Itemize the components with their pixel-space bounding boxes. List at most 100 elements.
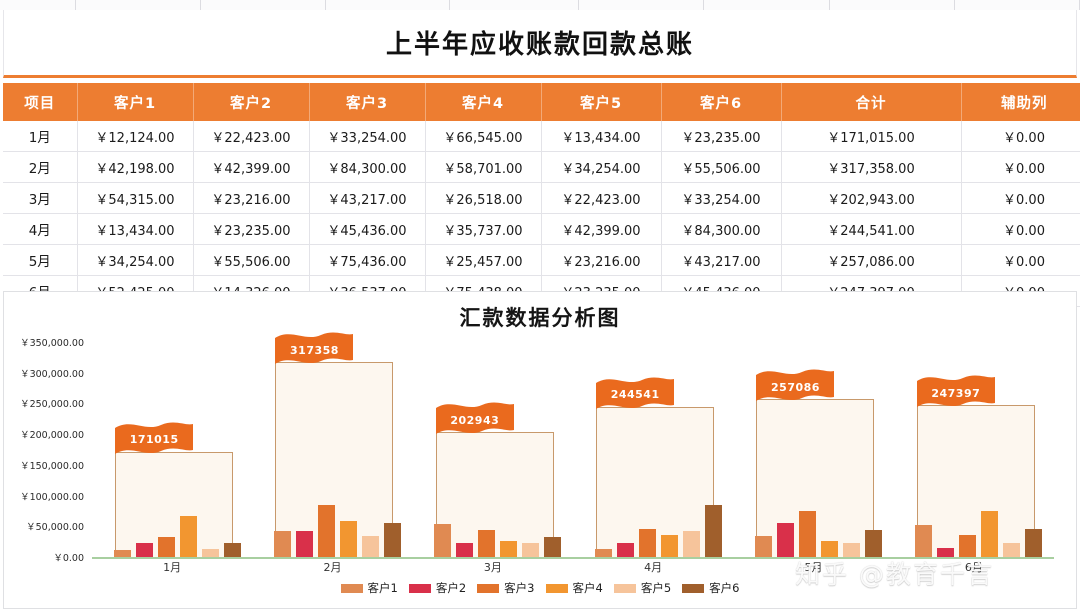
- table-cell-amount: ￥171,015.00: [781, 121, 962, 152]
- legend-item[interactable]: 客户2: [408, 580, 466, 596]
- table-cell-amount: ￥34,254.00: [541, 151, 662, 183]
- table-column-header: 客户5: [541, 83, 662, 121]
- chart-title: 汇款数据分析图: [459, 306, 621, 330]
- table-cell-amount: ￥58,701.00: [425, 151, 542, 183]
- legend-item[interactable]: 客户1: [340, 580, 398, 596]
- table-cell-amount: ￥34,254.00: [77, 244, 194, 276]
- table-cell-amount: ￥13,434.00: [541, 121, 662, 152]
- receivables-table: 项目 客户1 客户2 客户3 客户4 客户5 客户6 合计 辅助列 1月 ￥12,124.00 ￥2…: [3, 83, 1080, 307]
- x-axis-tick-label: 3月: [483, 561, 502, 574]
- chart-total-label: 244541: [610, 388, 660, 402]
- chart-bar: [754, 535, 772, 557]
- chart-total-flag: 317358: [275, 332, 354, 372]
- chart-bar: [113, 549, 131, 557]
- chart-bar: [361, 535, 379, 557]
- table-column-header: 客户4: [425, 83, 542, 121]
- table-cell-amount: ￥257,086.00: [781, 244, 962, 276]
- report-title-band: 上半年应收账款回款总账: [3, 10, 1077, 78]
- worksheet: 上半年应收账款回款总账 项目 客户1 客户2 客户3 客户4 客户5 客户6 合计 辅助列 1月…: [0, 10, 1080, 612]
- legend-label: 客户1: [367, 581, 398, 595]
- chart-bar: [842, 542, 860, 557]
- chart-bar: [981, 510, 999, 557]
- table-cell-amount: ￥42,399.00: [193, 151, 310, 183]
- table-cell-amount: ￥84,300.00: [661, 213, 782, 245]
- chart-bar: [1003, 542, 1021, 557]
- y-axis-tick-label: ￥300,000.00: [20, 368, 84, 380]
- chart-month-group: 317358: [252, 332, 412, 557]
- y-axis-tick-label: ￥0.00: [53, 553, 84, 564]
- chart-bar: [864, 530, 882, 557]
- table-cell-amount: ￥202,943.00: [781, 182, 962, 214]
- legend-item[interactable]: 客户3: [477, 580, 535, 596]
- table-cell-amount: ￥35,737.00: [425, 213, 542, 245]
- table-cell-amount: ￥45,436.00: [309, 213, 426, 245]
- table-header-row: 项目 客户1 客户2 客户3 客户4 客户5 客户6 合计 辅助列: [3, 83, 1080, 121]
- table-column-header: 客户2: [193, 83, 310, 121]
- legend-label: 客户5: [640, 581, 672, 595]
- chart-month-group: 244541: [573, 342, 733, 557]
- y-axis-tick-label: ￥200,000.00: [20, 430, 84, 442]
- legend-item[interactable]: 客户5: [613, 580, 672, 596]
- y-axis-tick-label: ￥100,000.00: [20, 491, 84, 503]
- table-cell-amount: ￥23,235.00: [661, 121, 782, 152]
- chart-bar: [201, 548, 219, 557]
- table-column-header: 客户3: [309, 83, 426, 121]
- table-column-header: 客户1: [77, 83, 194, 121]
- legend-item[interactable]: 客户6: [682, 580, 739, 596]
- chart-total-label: 317358: [290, 343, 339, 357]
- column-cell: [76, 0, 201, 10]
- table-cell-month: 3月: [3, 182, 78, 214]
- chart-legend: 客户1 客户2 客户3 客户4 客户5 客户6: [4, 580, 1076, 596]
- column-cell: [0, 0, 76, 10]
- table-cell-amount: ￥23,235.00: [193, 213, 310, 245]
- table-cell-amount: ￥55,506.00: [193, 244, 310, 276]
- legend-color-swatch: [613, 583, 636, 593]
- chart-bar: [776, 522, 794, 557]
- legend-color-swatch: [340, 583, 363, 593]
- chart-bar: [179, 516, 197, 557]
- chart-month-group: 202943: [413, 342, 573, 557]
- chart-month-group: 257086: [733, 342, 893, 557]
- y-axis-tick-label: ￥50,000.00: [26, 522, 84, 534]
- table-cell-amount: ￥13,434.00: [77, 213, 194, 245]
- chart-bar: [820, 541, 838, 557]
- table-cell-amount: ￥0.00: [961, 244, 1080, 276]
- table-cell-amount: ￥12,124.00: [77, 121, 194, 152]
- table-cell-amount: ￥0.00: [961, 213, 1080, 245]
- chart-y-axis: ￥0.00 ￥50,000.00 ￥100,000.00 ￥150,000.00 ￥20…: [4, 338, 88, 564]
- chart-panel: 汇款数据分析图 ￥0.00 ￥50,000.00 ￥100,000.00 ￥150,0…: [3, 291, 1077, 609]
- page-title: 上半年应收账款回款总账: [385, 30, 694, 60]
- table-cell-month: 5月: [3, 244, 78, 276]
- chart-bar: [383, 522, 401, 557]
- chart-bar: [295, 530, 313, 557]
- legend-color-swatch: [408, 583, 431, 593]
- y-axis-tick-label: ￥250,000.00: [20, 399, 84, 411]
- chart-plot-area: 171015 317358 202943 244541 257086 247397: [92, 332, 1054, 557]
- legend-label: 客户4: [572, 581, 603, 595]
- chart-bar: [616, 542, 634, 557]
- table-row: 5月 ￥34,254.00 ￥55,506.00 ￥75,436.00 ￥25,457.…: [3, 244, 1080, 276]
- table-cell-amount: ￥23,216.00: [193, 182, 310, 214]
- column-cell: [450, 0, 579, 10]
- chart-total-flag: 171015: [115, 422, 194, 462]
- x-axis-tick-label: 5月: [804, 561, 823, 574]
- chart-total-label: 171015: [129, 433, 179, 447]
- chart-bar: [500, 540, 518, 557]
- table-cell-amount: ￥55,506.00: [661, 151, 782, 183]
- table-cell-amount: ￥0.00: [961, 151, 1080, 183]
- legend-item[interactable]: 客户4: [545, 580, 603, 596]
- table-row: 2月 ￥42,198.00 ￥42,399.00 ￥84,300.00 ￥58,701.…: [3, 151, 1080, 183]
- x-axis-tick-label: 4月: [644, 561, 663, 574]
- table-cell-amount: ￥0.00: [961, 182, 1080, 214]
- table-cell-amount: ￥42,198.00: [77, 151, 194, 183]
- table-cell-amount: ￥26,518.00: [425, 182, 542, 214]
- table-cell-amount: ￥66,545.00: [425, 121, 542, 152]
- chart-bar: [157, 536, 175, 557]
- chart-bar: [317, 505, 335, 557]
- chart-bar: [682, 530, 700, 557]
- table-cell-month: 4月: [3, 213, 78, 245]
- chart-bar: [434, 523, 452, 557]
- column-cell: [579, 0, 704, 10]
- column-cell: [704, 0, 831, 10]
- table-cell-amount: ￥84,300.00: [309, 151, 426, 183]
